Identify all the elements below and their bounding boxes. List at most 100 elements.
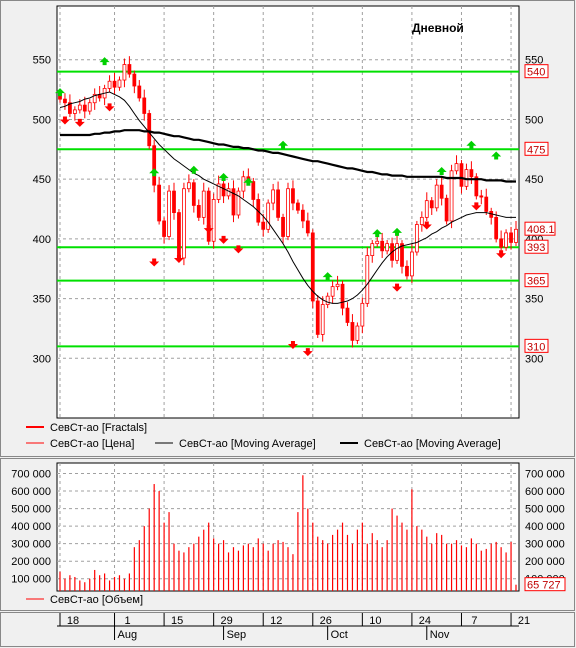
candle-body	[325, 295, 330, 305]
candle-body	[296, 202, 300, 211]
candle-body	[132, 73, 137, 87]
fractal-down-marker	[74, 118, 85, 127]
chart-title: Дневной	[412, 21, 464, 35]
x-month-label: Aug	[118, 629, 138, 641]
candle-body	[370, 243, 375, 256]
candle-body	[410, 251, 414, 277]
candle-body	[469, 169, 474, 178]
candle-body	[320, 304, 325, 335]
level-label: 393	[527, 242, 545, 254]
volume-y-tick-label-left: 300 000	[11, 539, 51, 551]
candle-body	[226, 188, 231, 197]
volume-y-tick-label-right: 200 000	[525, 556, 565, 568]
legend-label: СевСт-ао [Moving Average]	[364, 438, 501, 450]
level-label-box	[524, 141, 549, 156]
volume-y-tick-label-right: 400 000	[525, 521, 565, 533]
candle-body	[454, 163, 459, 172]
x-day-label: 18	[67, 615, 79, 627]
price-legend[interactable]: СевСт-ао [Fractals] СевСт-ао [Цена] СевСт-…	[26, 422, 501, 450]
moving-average-long	[60, 129, 516, 183]
candle-body	[395, 243, 399, 261]
candle-body	[221, 183, 226, 197]
candle-body	[147, 113, 152, 147]
candle-body	[494, 216, 499, 240]
price-y-tick-label-right: 300	[525, 353, 543, 365]
candle-body	[216, 183, 221, 200]
candle-body	[439, 184, 444, 199]
volume-y-tick-label-left: 700 000	[11, 469, 51, 481]
candle-body	[281, 216, 285, 237]
candle-body	[350, 322, 355, 341]
candle-body	[499, 238, 504, 248]
fractal-down-marker	[149, 258, 160, 267]
candle-body	[291, 188, 295, 204]
candle-body	[261, 221, 266, 230]
volume-y-tick-label-right: 600 000	[525, 486, 565, 498]
candle-body	[117, 79, 122, 88]
candle-body	[375, 240, 380, 245]
candle-body	[191, 182, 196, 206]
x-day-label: 29	[221, 615, 233, 627]
volume-y-tick-label-left: 100 000	[11, 574, 51, 586]
fractal-down-marker	[302, 348, 313, 357]
candle-body	[211, 199, 216, 242]
fractal-down-marker	[59, 116, 70, 125]
candle-body	[424, 200, 429, 218]
fractal-up-marker	[188, 165, 199, 174]
candle-body	[286, 188, 290, 237]
volume-y-tick-label-left: 200 000	[11, 556, 51, 568]
x-day-label: 21	[518, 615, 530, 627]
x-axis: 18 1 15 29 12 26 10 24 7 21 Aug Sep Oct Nov	[57, 613, 530, 641]
candle-body	[509, 232, 513, 243]
x-day-label: 1	[124, 615, 130, 627]
x-day-label: 24	[419, 615, 431, 627]
level-label: 310	[527, 341, 545, 353]
candle-body	[444, 197, 449, 222]
fractal-down-marker	[287, 340, 298, 349]
fractal-down-marker	[173, 254, 184, 263]
candle-body	[167, 190, 171, 237]
fractal-down-marker	[218, 235, 229, 244]
candle-body	[142, 97, 147, 114]
fractal-up-marker	[466, 140, 477, 149]
candle-body	[360, 302, 365, 327]
price-y-tick-label-right: 550	[525, 55, 543, 67]
price-y-tick-label-left: 350	[33, 294, 51, 306]
candle-body	[365, 255, 370, 304]
x-axis-frame	[0, 612, 575, 647]
candle-body	[405, 265, 409, 277]
price-y-tick-label-right: 350	[525, 294, 543, 306]
candle-body	[152, 145, 157, 186]
candle-body	[182, 188, 186, 259]
price-y-tick-label-left: 500	[33, 114, 51, 126]
price-y-tick-label-left: 450	[33, 174, 51, 186]
candle-body	[330, 286, 335, 297]
volume-bars	[59, 475, 517, 591]
fractal-up-marker	[218, 172, 229, 181]
candle-body	[504, 232, 508, 248]
candle-body	[429, 200, 434, 209]
candle-body	[157, 184, 162, 222]
fractal-up-marker	[491, 151, 502, 160]
candle-body	[355, 325, 360, 341]
legend-label: СевСт-ао [Цена]	[50, 438, 134, 450]
volume-y-tick-label-left: 400 000	[11, 521, 51, 533]
candle-body	[474, 176, 479, 197]
fractal-down-marker	[496, 250, 507, 259]
candle-body	[400, 243, 404, 267]
volume-legend[interactable]: СевСт-ао [Объем]	[26, 594, 143, 606]
level-label-box	[524, 239, 549, 254]
last-price-label: 408.1	[527, 224, 555, 236]
x-month-label: Nov	[430, 629, 450, 641]
level-label-box	[524, 64, 549, 79]
volume-y-tick-label-right: 700 000	[525, 469, 565, 481]
candle-body	[459, 163, 464, 187]
candle-body	[201, 190, 206, 218]
candle-body	[196, 205, 201, 218]
candle-body	[172, 190, 176, 213]
volume-y-tick-label-left: 600 000	[11, 486, 51, 498]
level-labels: 540 475 393 365 310 408.1	[524, 64, 556, 353]
fractal-up-marker	[392, 227, 403, 236]
